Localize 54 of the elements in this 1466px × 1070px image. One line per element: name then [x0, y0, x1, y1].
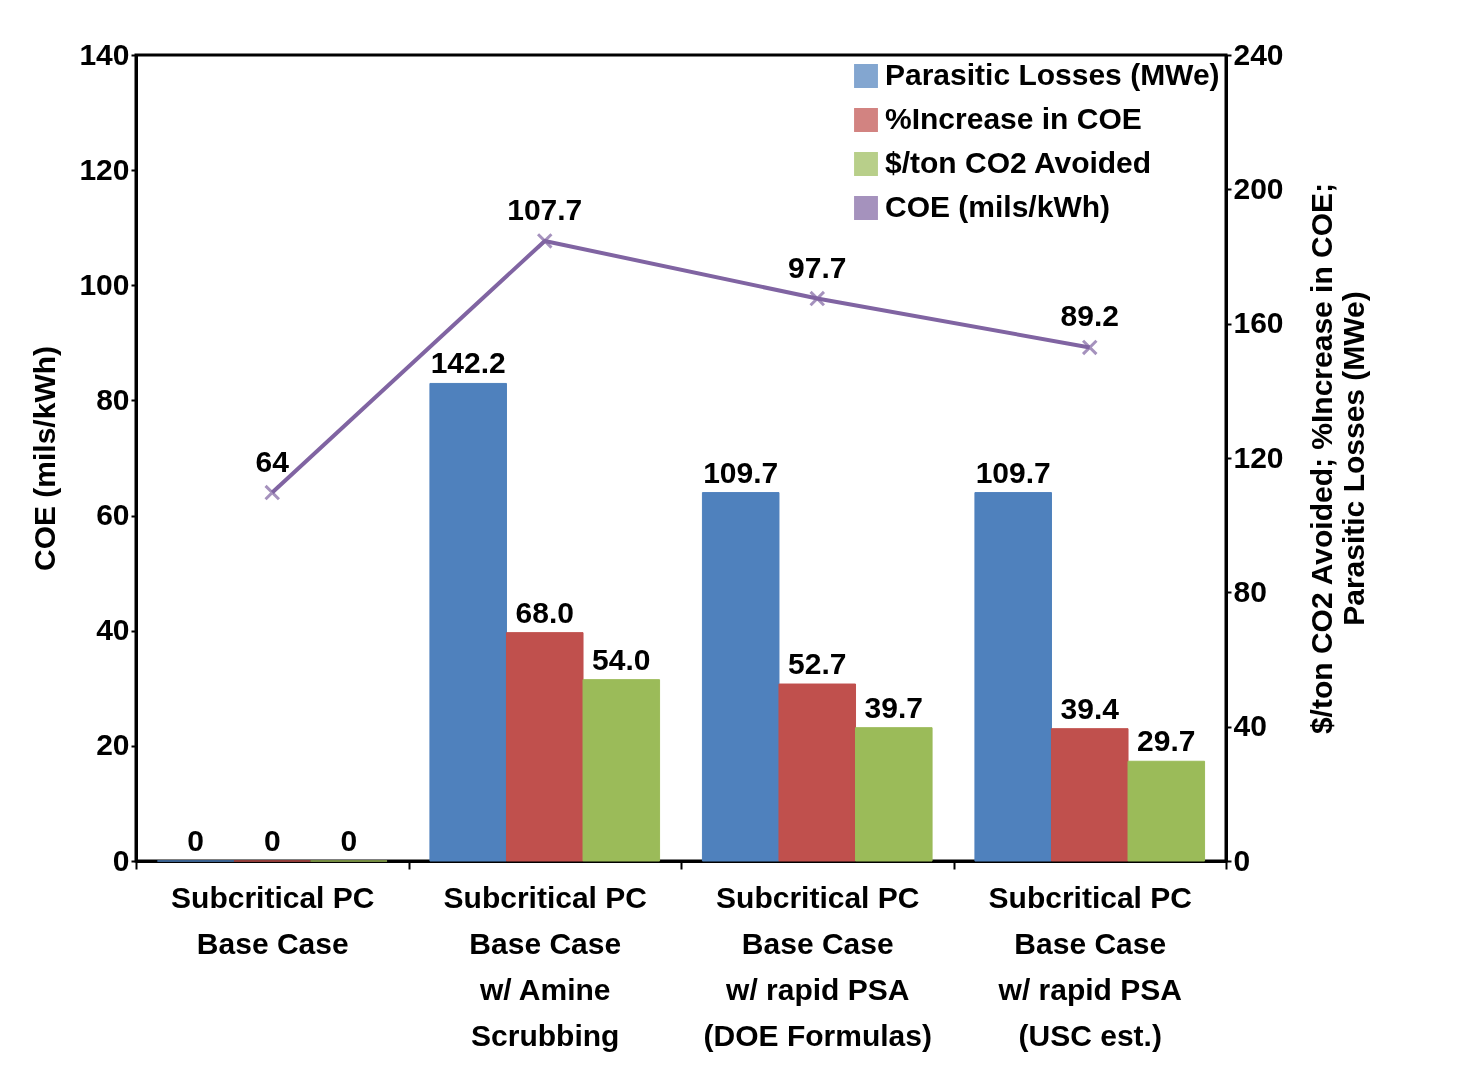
point [1081, 339, 1098, 356]
data-label: 0 [263, 824, 281, 857]
y-tick-label: 80 [96, 382, 130, 416]
x-tick-label: Subcritical PC Base Case w/ rapid PSA (DOE Formulas) [703, 880, 932, 1052]
data-label: 64 [255, 444, 290, 478]
y2-tick-label: 240 [1233, 37, 1284, 71]
data-label: 107.7 [507, 192, 583, 226]
y2-tick-label: 160 [1233, 306, 1284, 340]
y-tick-label: 140 [79, 37, 130, 71]
legend-label: Parasitic Losses (MWe) [885, 58, 1220, 91]
bar [429, 382, 507, 862]
y-axis-title: COE (mils/kWh) [28, 345, 62, 572]
bar [974, 492, 1052, 862]
data-label: 109.7 [703, 455, 779, 489]
data-label: 29.7 [1137, 724, 1196, 758]
data-label: 39.4 [1060, 691, 1120, 725]
data-label: 0 [340, 824, 358, 857]
data-label: 68.0 [515, 595, 574, 629]
x-tick-label: Subcritical PC Base Case [171, 880, 375, 960]
y-tick-label: 60 [96, 498, 130, 532]
bar [855, 727, 933, 862]
data-label: 142.2 [430, 346, 506, 380]
y-tick-label: 100 [79, 267, 130, 301]
bar [582, 679, 661, 862]
y-tick-label: 120 [79, 152, 130, 186]
y-tick-label: 40 [96, 613, 130, 647]
bar [505, 632, 584, 862]
bar [1127, 760, 1206, 862]
bar [778, 683, 857, 862]
bar [701, 492, 780, 862]
data-label: 39.7 [864, 690, 923, 724]
data-label: 54.0 [592, 642, 651, 676]
legend-label: $/ton CO2 Avoided [885, 146, 1152, 179]
y-tick-label: 20 [96, 728, 130, 762]
x-tick-label: Subcritical PC Base Case w/ rapid PSA (USC est.) [988, 880, 1192, 1052]
y2-tick-label: 200 [1233, 171, 1284, 205]
data-label: 52.7 [788, 647, 847, 681]
legend-label: COE (mils/kWh) [885, 190, 1111, 223]
point [536, 232, 553, 250]
bar [1050, 728, 1129, 862]
point [809, 290, 826, 307]
x-tick-label: Subcritical PC Base Case w/ Amine Scrubbing [443, 880, 647, 1052]
data-label: 97.7 [788, 250, 847, 284]
y-tick-label: 0 [112, 843, 130, 877]
data-label: 109.7 [975, 455, 1051, 489]
y2-axis-title: $/ton CO2 Avoided; %Increase in COE; Parasitic Losses (MWe) [1304, 182, 1370, 735]
point [264, 484, 281, 501]
y2-tick-label: 0 [1233, 843, 1251, 877]
y2-tick-label: 120 [1233, 440, 1284, 474]
y2-tick-label: 80 [1233, 574, 1267, 608]
y2-tick-label: 40 [1233, 709, 1267, 743]
data-label: 89.2 [1060, 299, 1119, 333]
legend-label: %Increase in COE [885, 102, 1142, 135]
data-label: 0 [187, 824, 205, 857]
